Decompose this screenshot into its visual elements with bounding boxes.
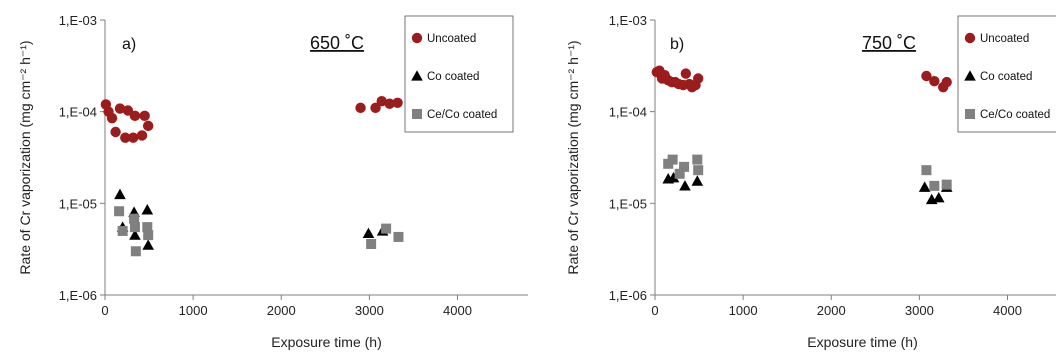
x-tick-label: 4000	[993, 303, 1022, 318]
data-point-co-coated	[932, 191, 945, 203]
x-axis-label: Exposure time (h)	[807, 334, 917, 350]
legend-label: Uncoated	[427, 33, 476, 45]
data-point-uncoated	[114, 103, 126, 114]
data-point-ceco-coated	[142, 222, 153, 233]
data-point-co-coated	[129, 229, 141, 240]
data-point-ceco-coated	[117, 225, 128, 236]
x-tick-label: 2000	[267, 303, 296, 318]
x-tick-label: 0	[101, 303, 108, 318]
temperature-label: 750 ˚C	[862, 33, 916, 53]
chart-panel-b: 1,E-06 1,E-05 1,E-04 1,E-03 0 1000 2000 3000 400…	[565, 13, 1056, 350]
data-point-uncoated	[142, 120, 154, 132]
data-point-ceco-coated	[693, 165, 704, 176]
data-point-ceco-coated	[941, 179, 952, 190]
y-tick-label: 1,E-05	[609, 196, 647, 211]
data-point-co-coated	[679, 180, 691, 191]
data-point-uncoated	[129, 110, 141, 122]
data-point-ceco-coated	[143, 230, 154, 241]
y-tick-label: 1,E-04	[59, 105, 97, 120]
y-tick-label: 1,E-04	[609, 105, 647, 120]
x-tick-label: 4000	[443, 303, 472, 318]
legend-label: Uncoated	[980, 33, 1029, 45]
legend-label: Ce/Co coated	[980, 109, 1050, 121]
x-tick-label: 1000	[179, 303, 208, 318]
data-point-ceco-coated	[129, 222, 140, 233]
legend-marker-uncoated	[411, 32, 423, 44]
data-point-ceco-coated	[692, 154, 703, 165]
y-tick-label: 1,E-03	[609, 13, 647, 28]
data-point-uncoated	[384, 98, 395, 109]
legend-box	[404, 15, 514, 133]
y-tick-label: 1,E-06	[609, 288, 647, 303]
legend-marker-uncoated	[964, 32, 976, 44]
data-point-uncoated	[122, 105, 134, 116]
data-point-uncoated	[692, 73, 704, 84]
data-point-uncoated	[136, 130, 148, 141]
legend-label: Ce/Co coated	[427, 109, 497, 121]
data-point-ceco-coated	[674, 168, 685, 179]
data-point-ceco-coated	[114, 206, 125, 217]
legend-marker-co-coated	[411, 70, 423, 81]
data-point-ceco-coated	[921, 165, 932, 176]
data-point-ceco-coated	[130, 246, 141, 257]
data-point-uncoated	[921, 70, 932, 82]
data-point-uncoated	[941, 76, 952, 88]
data-point-uncoated	[929, 75, 940, 87]
data-point-uncoated	[370, 102, 381, 114]
data-point-ceco-coated	[129, 213, 140, 224]
x-tick-label: 3000	[355, 303, 384, 318]
x-tick-label: 3000	[905, 303, 934, 318]
x-tick-label: 1000	[729, 303, 758, 318]
legend-marker-ceco-coated	[412, 109, 422, 119]
data-point-co-coated	[142, 239, 154, 250]
y-tick-label: 1,E-06	[59, 288, 97, 303]
data-point-ceco-coated	[366, 239, 377, 250]
data-point-co-coated	[141, 204, 154, 215]
data-point-ceco-coated	[393, 231, 404, 242]
legend-marker-ceco-coated	[965, 109, 975, 119]
data-point-uncoated	[110, 126, 121, 138]
data-point-uncoated	[120, 132, 131, 143]
data-point-uncoated	[680, 68, 692, 79]
x-tick-label: 0	[651, 303, 658, 318]
data-point-co-coated	[114, 188, 126, 200]
panel-label: b)	[670, 36, 684, 53]
data-point-uncoated	[139, 110, 150, 122]
data-point-uncoated	[128, 132, 139, 143]
data-point-uncoated	[376, 96, 387, 107]
data-point-co-coated	[918, 181, 931, 192]
legend-label: Co coated	[427, 71, 479, 83]
chart-panel-a: 1,E-06 1,E-05 1,E-04 1,E-03 0 1000 2000 3000 400…	[17, 13, 528, 350]
data-point-uncoated	[106, 112, 118, 124]
panel-label: a)	[122, 36, 136, 53]
y-tick-label: 1,E-03	[59, 13, 97, 28]
x-axis-label: Exposure time (h)	[271, 334, 381, 350]
data-point-ceco-coated	[667, 154, 678, 165]
data-point-co-coated	[691, 175, 704, 186]
y-axis-label: Rate of Cr vaporization (mg cm⁻² h⁻¹)	[17, 40, 33, 274]
temperature-label: 650 ˚C	[310, 33, 364, 53]
data-point-ceco-coated	[929, 180, 940, 191]
data-point-co-coated	[667, 171, 680, 183]
data-point-ceco-coated	[381, 223, 392, 234]
data-point-ceco-coated	[679, 161, 690, 172]
data-point-co-coated	[362, 227, 375, 239]
y-tick-label: 1,E-05	[59, 196, 97, 211]
x-tick-label: 2000	[817, 303, 846, 318]
legend-label: Co coated	[980, 71, 1032, 83]
legend-marker-co-coated	[964, 70, 976, 81]
data-point-uncoated	[355, 102, 366, 114]
y-axis-label: Rate of Cr vaporization (mg cm⁻² h⁻¹)	[565, 40, 581, 274]
data-point-uncoated	[392, 97, 403, 108]
